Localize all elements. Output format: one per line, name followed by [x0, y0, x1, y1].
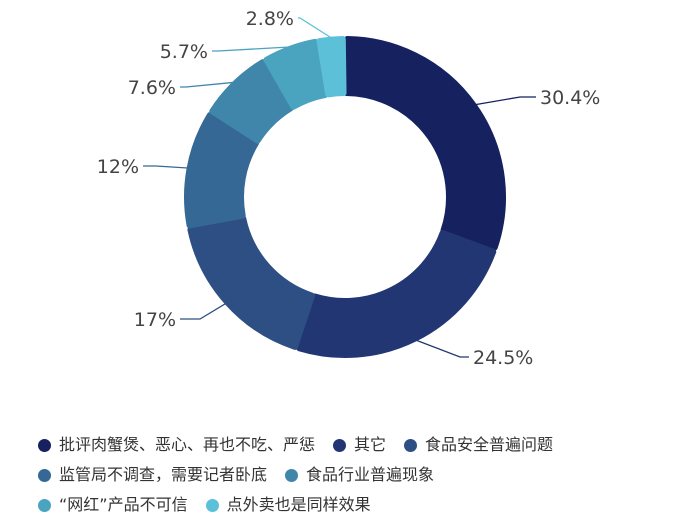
- donut-slice[interactable]: [343, 36, 506, 251]
- legend-marker-icon: [333, 438, 347, 452]
- legend-item[interactable]: 监管局不调查，需要记者卧底: [38, 460, 267, 490]
- legend-item[interactable]: 食品行业普遍现象: [285, 460, 434, 490]
- legend-label: 批评肉蟹煲、恶心、再也不吃、严惩: [59, 435, 316, 454]
- data-label: 17%: [134, 309, 176, 331]
- legend-item[interactable]: 批评肉蟹煲、恶心、再也不吃、严惩: [38, 430, 315, 460]
- leader-lines-layer: [143, 17, 536, 358]
- donut-slice[interactable]: [184, 112, 260, 229]
- leader-line: [298, 17, 332, 39]
- leader-line: [212, 46, 290, 52]
- legend-label: 其它: [354, 435, 387, 454]
- legend-marker-icon: [404, 438, 418, 452]
- legend-label: 食品行业普遍现象: [306, 465, 435, 484]
- data-labels-layer: 30.4% 24.5% 17% 12% 7.6% 5.7% 2.8%: [97, 8, 601, 369]
- legend-item[interactable]: 食品安全普遍问题: [404, 430, 553, 460]
- data-label: 30.4%: [540, 87, 600, 109]
- donut-slice[interactable]: [296, 229, 497, 358]
- leader-line: [180, 81, 234, 88]
- leader-line: [143, 165, 188, 169]
- slices-layer: [184, 36, 506, 358]
- legend-label: 点外卖也是同样效果: [226, 495, 371, 514]
- leader-line: [180, 303, 226, 320]
- donut-slice[interactable]: [316, 36, 347, 98]
- data-label: 24.5%: [473, 347, 533, 369]
- legend-marker-icon: [38, 498, 51, 512]
- legend-item[interactable]: 其它: [333, 430, 386, 460]
- legend-label: 监管局不调查，需要记者卧底: [59, 465, 268, 484]
- donut-slice[interactable]: [209, 59, 294, 144]
- data-label: 5.7%: [160, 41, 208, 63]
- data-label: 12%: [97, 156, 139, 178]
- legend-item[interactable]: 点外卖也是同样效果: [205, 490, 371, 520]
- leader-line: [475, 96, 536, 106]
- legend-item[interactable]: “网红”产品不可信: [38, 490, 188, 520]
- donut-slice[interactable]: [187, 215, 316, 350]
- data-label: 2.8%: [246, 8, 294, 30]
- legend-row: 监管局不调查，需要记者卧底 食品行业普遍现象: [38, 460, 688, 490]
- legend-marker-icon: [285, 468, 299, 482]
- legend: 批评肉蟹煲、恶心、再也不吃、严惩 其它 食品安全普遍问题 监管局不调查，需要记者…: [38, 430, 688, 520]
- legend-marker-icon: [38, 468, 51, 482]
- legend-marker-icon: [38, 438, 51, 452]
- legend-row: 批评肉蟹煲、恶心、再也不吃、严惩 其它 食品安全普遍问题: [38, 430, 688, 460]
- leader-line: [416, 339, 469, 358]
- legend-label: 食品安全普遍问题: [425, 435, 554, 454]
- legend-row: “网红”产品不可信 点外卖也是同样效果: [38, 490, 688, 520]
- legend-marker-icon: [205, 498, 219, 512]
- legend-label: “网红”产品不可信: [59, 495, 188, 514]
- donut-chart: 30.4% 24.5% 17% 12% 7.6% 5.7% 2.8%: [97, 8, 601, 369]
- data-label: 7.6%: [128, 77, 176, 99]
